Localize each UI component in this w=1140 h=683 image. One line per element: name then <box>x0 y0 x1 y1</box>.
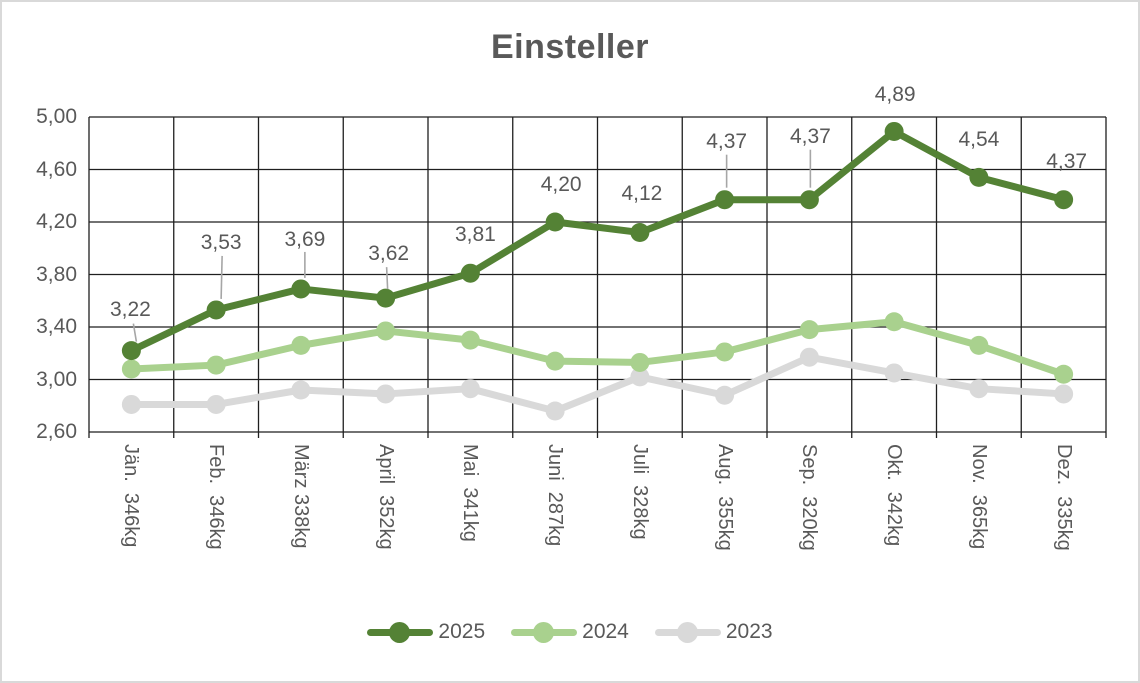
marker-dot-2023 <box>630 367 650 387</box>
marker-dot-2024 <box>715 342 735 362</box>
chart-title: Einsteller <box>490 28 650 66</box>
legend-label: 2024 <box>582 620 629 643</box>
marker-dot-2024 <box>376 321 396 341</box>
y-axis-label: 3,80 <box>36 262 77 286</box>
data-label-2025: 4,12 <box>621 181 663 205</box>
marker-dot-2025 <box>969 167 989 187</box>
marker-dot-2025 <box>121 341 141 361</box>
legend-line-marker-icon <box>367 621 434 643</box>
marker-dot-2023 <box>884 363 904 383</box>
data-label-leader <box>220 255 223 299</box>
data-label-2025: 4,20 <box>540 173 582 196</box>
data-label-2025: 3,22 <box>109 297 151 321</box>
x-axis-label: April 352kg <box>374 444 397 550</box>
x-axis-label: Jän. 346kg <box>120 444 143 548</box>
marker-dot-2025 <box>715 190 735 210</box>
x-axis-label: März 338kg <box>289 444 312 549</box>
series-line-2024 <box>127 318 1068 378</box>
x-axis-label: Dez. 335kg <box>1052 444 1075 551</box>
y-axis-label: 5,00 <box>36 105 77 128</box>
marker-dot-2024 <box>969 335 989 355</box>
marker-dot-2023 <box>715 385 735 405</box>
marker-dot-2024 <box>121 359 141 379</box>
marker-dot-2024 <box>460 330 480 350</box>
marker-dot-2023 <box>1054 384 1074 404</box>
data-label-2025: 4,37 <box>1046 149 1088 173</box>
legend-item-2023: 2023 <box>654 620 773 644</box>
marker-dot-2025 <box>460 263 480 283</box>
marker-dot-2023 <box>799 347 819 367</box>
marker-dot-2024 <box>206 355 226 375</box>
marker-dot-2024 <box>291 335 311 355</box>
marker-dot-2025 <box>630 223 650 242</box>
data-label-2025: 4,37 <box>789 124 831 148</box>
legend-line-marker-icon <box>511 621 578 643</box>
marker-dot-2025 <box>291 279 311 299</box>
data-label-2025: 4,54 <box>958 128 1000 152</box>
data-label-2025: 3,81 <box>454 223 496 247</box>
legend-line-marker-icon <box>654 621 721 643</box>
y-axis-label: 4,60 <box>36 157 77 181</box>
marker-dot-2023 <box>121 394 141 414</box>
legend-label: 2023 <box>725 620 773 643</box>
marker-dot-2023 <box>291 380 311 400</box>
series-line-2023 <box>127 353 1068 415</box>
legend-dot-icon <box>389 621 411 643</box>
legend-item-2024: 2024 <box>511 620 629 644</box>
y-axis-label: 3,00 <box>36 367 77 391</box>
marker-dot-2025 <box>1054 190 1074 210</box>
legend-item-2025: 2025 <box>367 620 485 644</box>
y-axis-label: 4,20 <box>36 210 77 233</box>
marker-dot-2024 <box>884 312 904 332</box>
series-line-2025 <box>127 127 1068 355</box>
x-axis-label: Nov. 365kg <box>967 444 990 550</box>
marker-dot-2024 <box>545 351 565 371</box>
x-axis-label: Juli 328kg <box>628 444 651 540</box>
marker-dot-2023 <box>969 379 989 399</box>
x-axis-label: Aug. 355kg <box>713 444 736 551</box>
legend-label: 2025 <box>438 620 486 643</box>
x-axis-label: Sep. 320kg <box>798 444 821 551</box>
data-label-leader <box>385 267 389 290</box>
legend-dot-icon <box>676 621 698 643</box>
data-label-2025: 3,69 <box>284 227 326 251</box>
data-label-leader <box>132 323 138 342</box>
marker-dot-2023 <box>545 401 565 421</box>
marker-dot-2023 <box>460 379 480 399</box>
y-axis-label: 3,40 <box>36 315 77 338</box>
x-axis-label: Okt. 342kg <box>883 444 906 547</box>
marker-dot-2023 <box>376 384 396 404</box>
marker-dot-2024 <box>799 320 819 340</box>
marker-dot-2025 <box>799 190 819 210</box>
data-label-2025: 3,53 <box>200 230 242 254</box>
data-label-2025: 4,89 <box>874 83 916 107</box>
marker-dot-2024 <box>630 352 650 372</box>
legend: 2025 2024 2023 <box>2 620 1138 644</box>
marker-dot-2025 <box>206 300 226 320</box>
x-axis-label: Juni 287kg <box>544 444 567 547</box>
x-axis-label: Feb. 346kg <box>205 444 228 550</box>
data-label-2025: 3,62 <box>368 242 410 266</box>
data-label-2025: 4,37 <box>706 129 748 153</box>
marker-dot-2025 <box>884 121 904 141</box>
marker-dot-2025 <box>545 212 565 232</box>
x-axis-label: Mai 341kg <box>459 444 482 542</box>
marker-dot-2023 <box>206 394 226 414</box>
legend-dot-icon <box>533 621 555 643</box>
y-axis-label: 2,60 <box>36 420 77 443</box>
marker-dot-2025 <box>376 288 396 308</box>
marker-dot-2024 <box>1054 364 1074 384</box>
